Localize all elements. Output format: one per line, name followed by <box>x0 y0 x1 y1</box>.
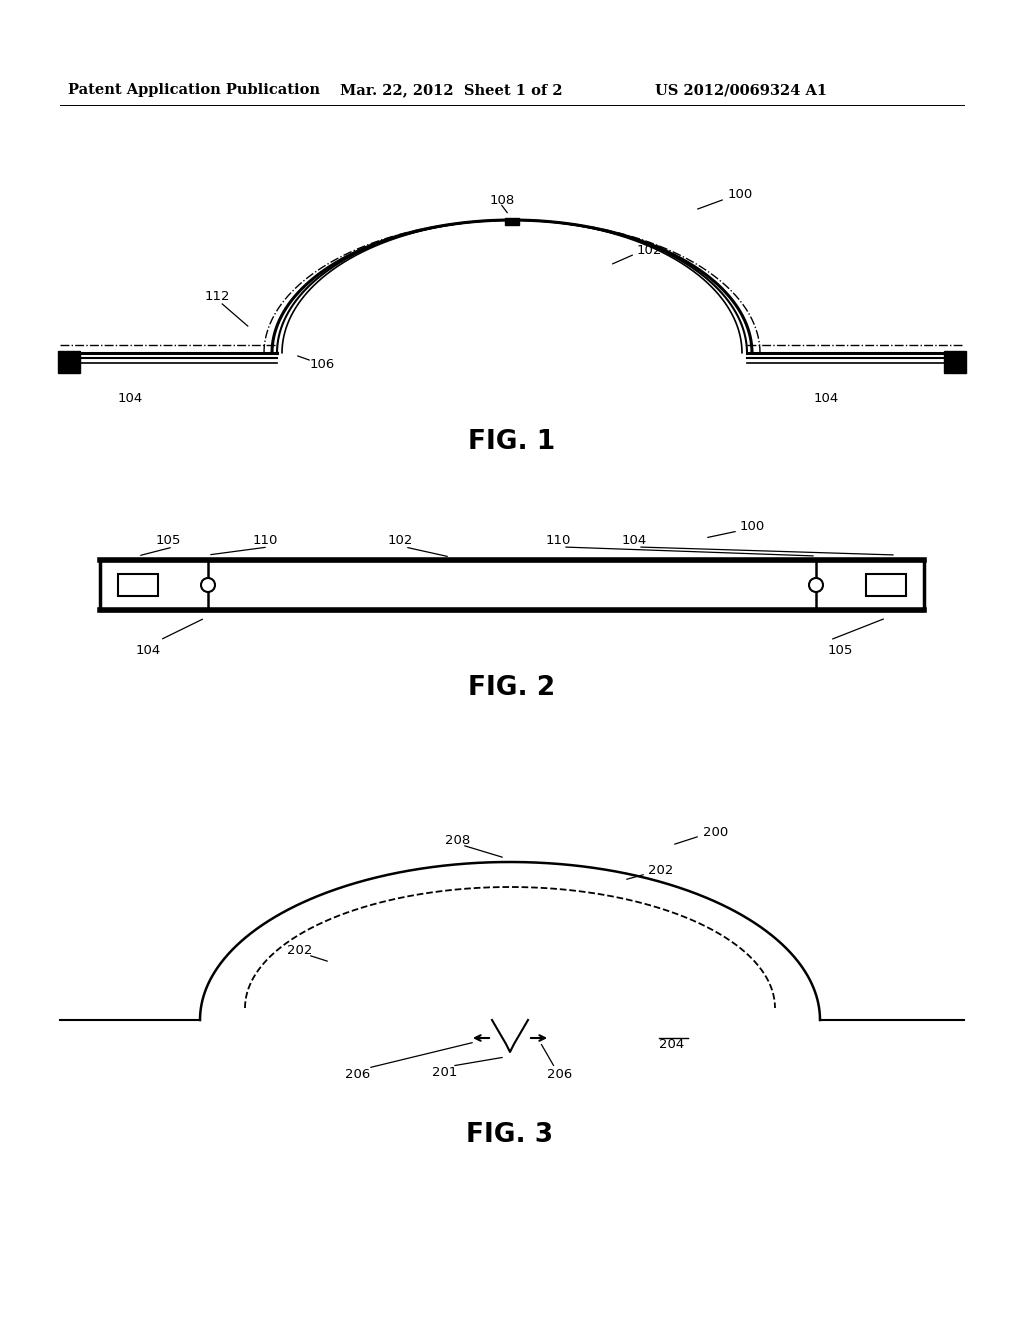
Bar <box>505 218 519 224</box>
Text: 204: 204 <box>659 1039 685 1052</box>
Text: 105: 105 <box>827 644 853 656</box>
Bar <box>944 351 966 374</box>
Text: 110: 110 <box>546 535 570 548</box>
Circle shape <box>201 578 215 591</box>
Text: 110: 110 <box>252 535 278 548</box>
Text: 112: 112 <box>205 289 230 302</box>
Text: FIG. 2: FIG. 2 <box>468 675 556 701</box>
Text: Mar. 22, 2012  Sheet 1 of 2: Mar. 22, 2012 Sheet 1 of 2 <box>340 83 562 96</box>
Text: 104: 104 <box>118 392 142 404</box>
Text: 206: 206 <box>548 1068 572 1081</box>
Text: 202: 202 <box>648 863 674 876</box>
Text: 102: 102 <box>637 243 663 256</box>
Text: 104: 104 <box>813 392 839 404</box>
Text: 201: 201 <box>432 1065 458 1078</box>
Text: 105: 105 <box>156 535 180 548</box>
Text: 102: 102 <box>387 535 413 548</box>
Bar <box>58 351 80 374</box>
Text: 100: 100 <box>728 189 754 202</box>
Text: 208: 208 <box>445 833 471 846</box>
Circle shape <box>809 578 823 591</box>
Bar <box>100 560 924 610</box>
Text: 106: 106 <box>310 359 335 371</box>
Text: 104: 104 <box>135 644 161 656</box>
Text: 104: 104 <box>622 535 646 548</box>
Bar <box>118 574 158 597</box>
Text: US 2012/0069324 A1: US 2012/0069324 A1 <box>655 83 827 96</box>
Text: Patent Application Publication: Patent Application Publication <box>68 83 319 96</box>
Text: FIG. 3: FIG. 3 <box>467 1122 554 1148</box>
Text: 206: 206 <box>345 1068 371 1081</box>
Text: 202: 202 <box>288 944 312 957</box>
Text: 200: 200 <box>703 825 728 838</box>
Text: 100: 100 <box>740 520 765 533</box>
Text: FIG. 1: FIG. 1 <box>468 429 556 455</box>
Text: 108: 108 <box>490 194 515 206</box>
Bar <box>866 574 906 597</box>
